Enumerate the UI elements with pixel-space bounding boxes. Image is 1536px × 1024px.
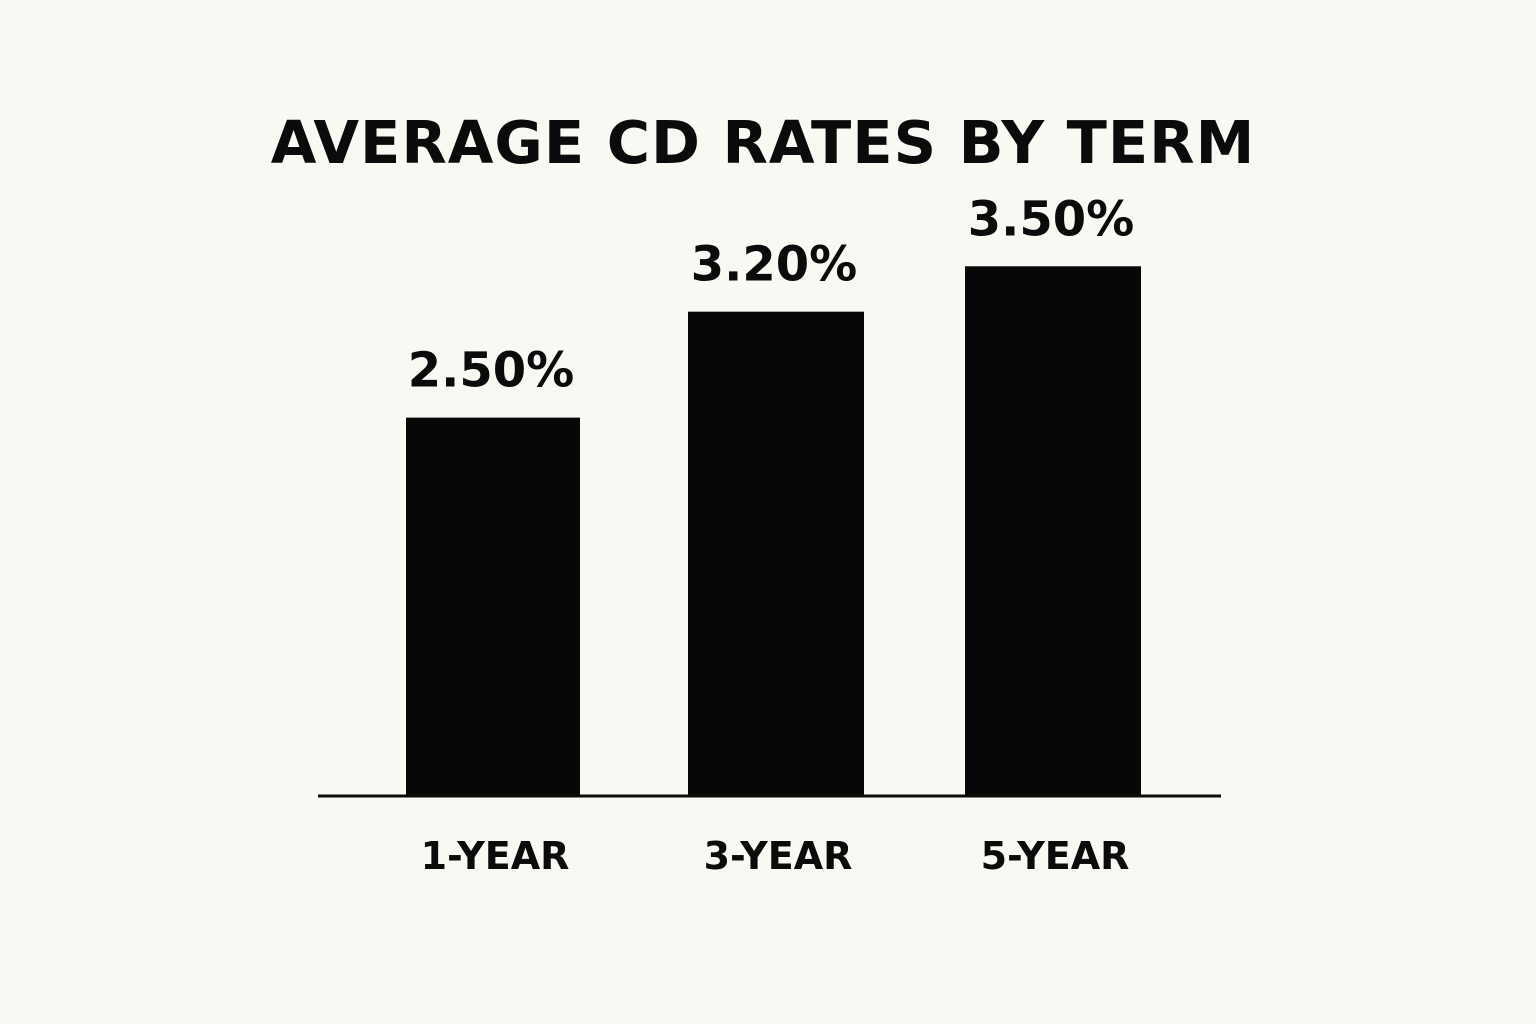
value-label-5-year: 3.50% — [968, 191, 1135, 247]
x-tick-label-1-year: 1-YEAR — [421, 834, 570, 878]
bars — [406, 266, 1141, 796]
x-tick-label-5-year: 5-YEAR — [981, 834, 1130, 878]
value-label-1-year: 2.50% — [408, 343, 575, 399]
chart-title: AVERAGE CD RATES BY TERM — [270, 108, 1256, 177]
x-tick-labels: 1-YEAR 3-YEAR 5-YEAR — [421, 834, 1130, 878]
value-label-3-year: 3.20% — [691, 237, 858, 293]
bar-1-year — [406, 417, 580, 796]
bar-3-year — [688, 311, 864, 796]
x-tick-label-3-year: 3-YEAR — [704, 834, 853, 878]
value-labels: 2.50% 3.20% 3.50% — [408, 191, 1135, 398]
bar-5-year — [965, 266, 1141, 796]
